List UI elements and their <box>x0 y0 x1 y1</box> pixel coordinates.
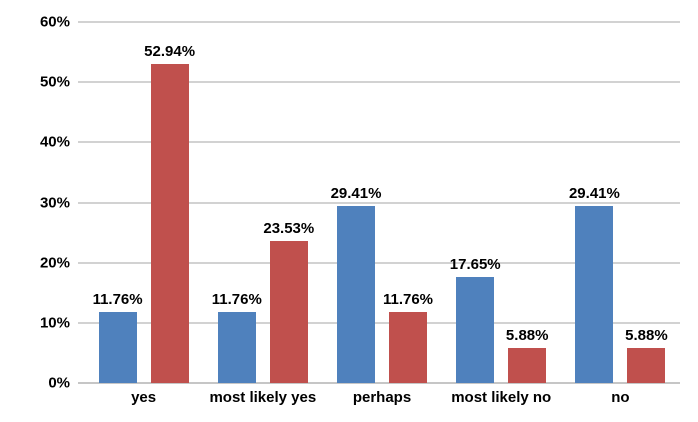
bar-series-blue-no: 29.41% <box>569 186 620 383</box>
y-tick-label: 40% <box>39 133 70 151</box>
y-tick-label: 30% <box>39 194 70 211</box>
gridline-40% <box>78 141 680 144</box>
bar-groups: 11.76% 52.94% 11.76% 23.53% 29.41% 11.76% 17.6… <box>84 22 680 383</box>
x-tick-label-yes: yes <box>131 389 157 406</box>
bar-series-blue-most-likely-no: 17.65% <box>450 256 501 383</box>
x-tick-label-perhaps: perhaps <box>352 389 412 406</box>
x-tick-label-most-likely-no: most likely no <box>451 389 552 406</box>
bar-series-blue-most-likely-yes: 11.76% <box>212 292 262 383</box>
bar-value-label: 29.41% <box>330 185 382 203</box>
bar-value-label: 23.53% <box>263 220 315 238</box>
bar-value-label: 17.65% <box>449 255 501 273</box>
bar-series-blue-yes: 11.76% <box>93 292 143 383</box>
bar-value-label: 11.76% <box>92 291 143 309</box>
x-axis: yes most likely yes perhaps most likely no n… <box>84 390 680 406</box>
gridline-50% <box>78 81 680 84</box>
bar-value-label: 5.88% <box>625 326 668 344</box>
bar-series-blue-perhaps: 29.41% <box>331 186 381 383</box>
bar-series-red-most-likely-no: 5.88% <box>506 327 548 383</box>
y-axis: 0% 10% 20% 30% 40% 50% 60% <box>0 15 70 391</box>
x-tick-label-most-likely-yes: most likely yes <box>209 389 317 406</box>
gridline-60% <box>78 21 680 23</box>
bar-series-red-yes: 52.94% <box>144 44 195 383</box>
bar-value-label: 29.41% <box>568 185 620 203</box>
y-tick-label: 60% <box>39 13 70 31</box>
bar-value-label: 5.88% <box>505 326 549 344</box>
bar-value-label: 11.76% <box>382 291 434 309</box>
bar-value-label: 52.94% <box>144 43 196 61</box>
y-tick-label: 50% <box>39 73 70 91</box>
bar-group-yes: 11.76% 52.94% <box>84 22 203 383</box>
gridline-20% <box>78 261 680 264</box>
bar-group-perhaps: 29.41% 11.76% <box>322 22 441 383</box>
bar-series-red-no: 5.88% <box>625 327 668 383</box>
x-tick-label-no: no <box>611 389 630 406</box>
bar-value-label: 11.76% <box>211 291 262 309</box>
gridline-10% <box>78 321 680 324</box>
y-tick-label: 20% <box>39 254 70 272</box>
bar-series-red-perhaps: 11.76% <box>383 292 433 383</box>
y-tick-label: 0% <box>48 374 70 392</box>
y-tick-label: 10% <box>39 314 70 332</box>
bar-group-most-likely-yes: 11.76% 23.53% <box>203 22 322 383</box>
bar-group-most-likely-no: 17.65% 5.88% <box>442 22 561 383</box>
bar-group-no: 29.41% 5.88% <box>561 22 680 383</box>
gridline-30% <box>78 201 680 204</box>
gridline-0% <box>78 382 680 384</box>
bar-series-red-most-likely-yes: 23.53% <box>263 221 314 383</box>
plot-area: 11.76% 52.94% 11.76% 23.53% 29.41% 11.76% 17.6… <box>78 21 680 384</box>
